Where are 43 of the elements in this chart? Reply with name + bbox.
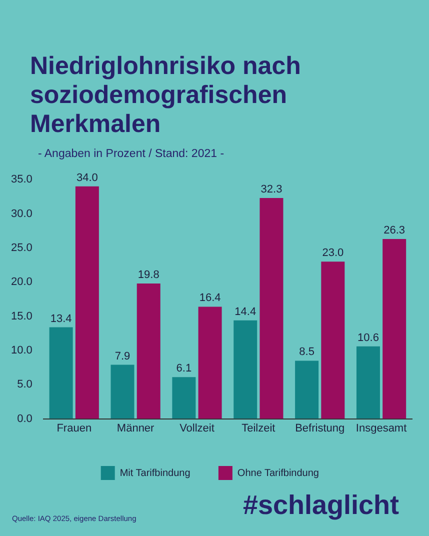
y-tick-label: 35.0 <box>10 174 32 186</box>
data-label: 14.4 <box>234 306 256 318</box>
bar <box>75 186 99 419</box>
data-label: 8.5 <box>299 346 314 358</box>
legend-label: Mit Tarifbindung <box>120 468 190 479</box>
data-label: 7.9 <box>114 350 130 362</box>
bar <box>234 320 258 419</box>
bar <box>136 283 160 419</box>
legend-label: Ohne Tarifbindung <box>237 468 319 479</box>
bar <box>382 239 406 419</box>
x-tick-label: Insgesamt <box>356 422 407 434</box>
bar <box>172 377 196 419</box>
y-tick-label: 10.0 <box>10 344 32 356</box>
bar <box>295 360 319 419</box>
y-tick-label: 25.0 <box>10 242 32 254</box>
bar <box>49 327 73 419</box>
chart-title: Niedriglohnrisiko nach soziodemografischen Merkmalen <box>30 52 302 139</box>
bar <box>321 262 345 419</box>
data-label: 6.1 <box>176 362 192 375</box>
data-label: 23.0 <box>322 247 344 260</box>
x-tick-label: Frauen <box>56 422 92 434</box>
y-tick-label: 5.0 <box>17 378 32 391</box>
x-tick-label: Teilzeit <box>242 422 276 434</box>
data-label: 26.3 <box>384 224 406 237</box>
y-tick-label: 0.0 <box>17 412 32 425</box>
data-label: 32.3 <box>260 184 282 196</box>
bar <box>356 346 380 419</box>
data-label: 10.6 <box>358 332 379 344</box>
x-tick-label: Befristung <box>295 422 345 434</box>
data-label: 13.4 <box>50 312 72 325</box>
text: #schlaglicht <box>242 490 399 521</box>
chart-subtitle: - Angaben in Prozent / Stand: 2021 - <box>38 148 224 160</box>
bar <box>260 198 284 419</box>
data-label: 34.0 <box>76 172 98 184</box>
y-tick-label: 20.0 <box>10 276 32 288</box>
x-tick-label: Vollzeit <box>180 422 214 434</box>
data-label: 19.8 <box>138 269 160 282</box>
bar <box>110 364 134 419</box>
x-tick-label: Männer <box>116 422 155 434</box>
y-tick-label: 15.0 <box>10 310 32 322</box>
y-tick-label: 30.0 <box>10 208 32 220</box>
bar <box>198 306 222 419</box>
data-label: 16.4 <box>199 292 221 304</box>
